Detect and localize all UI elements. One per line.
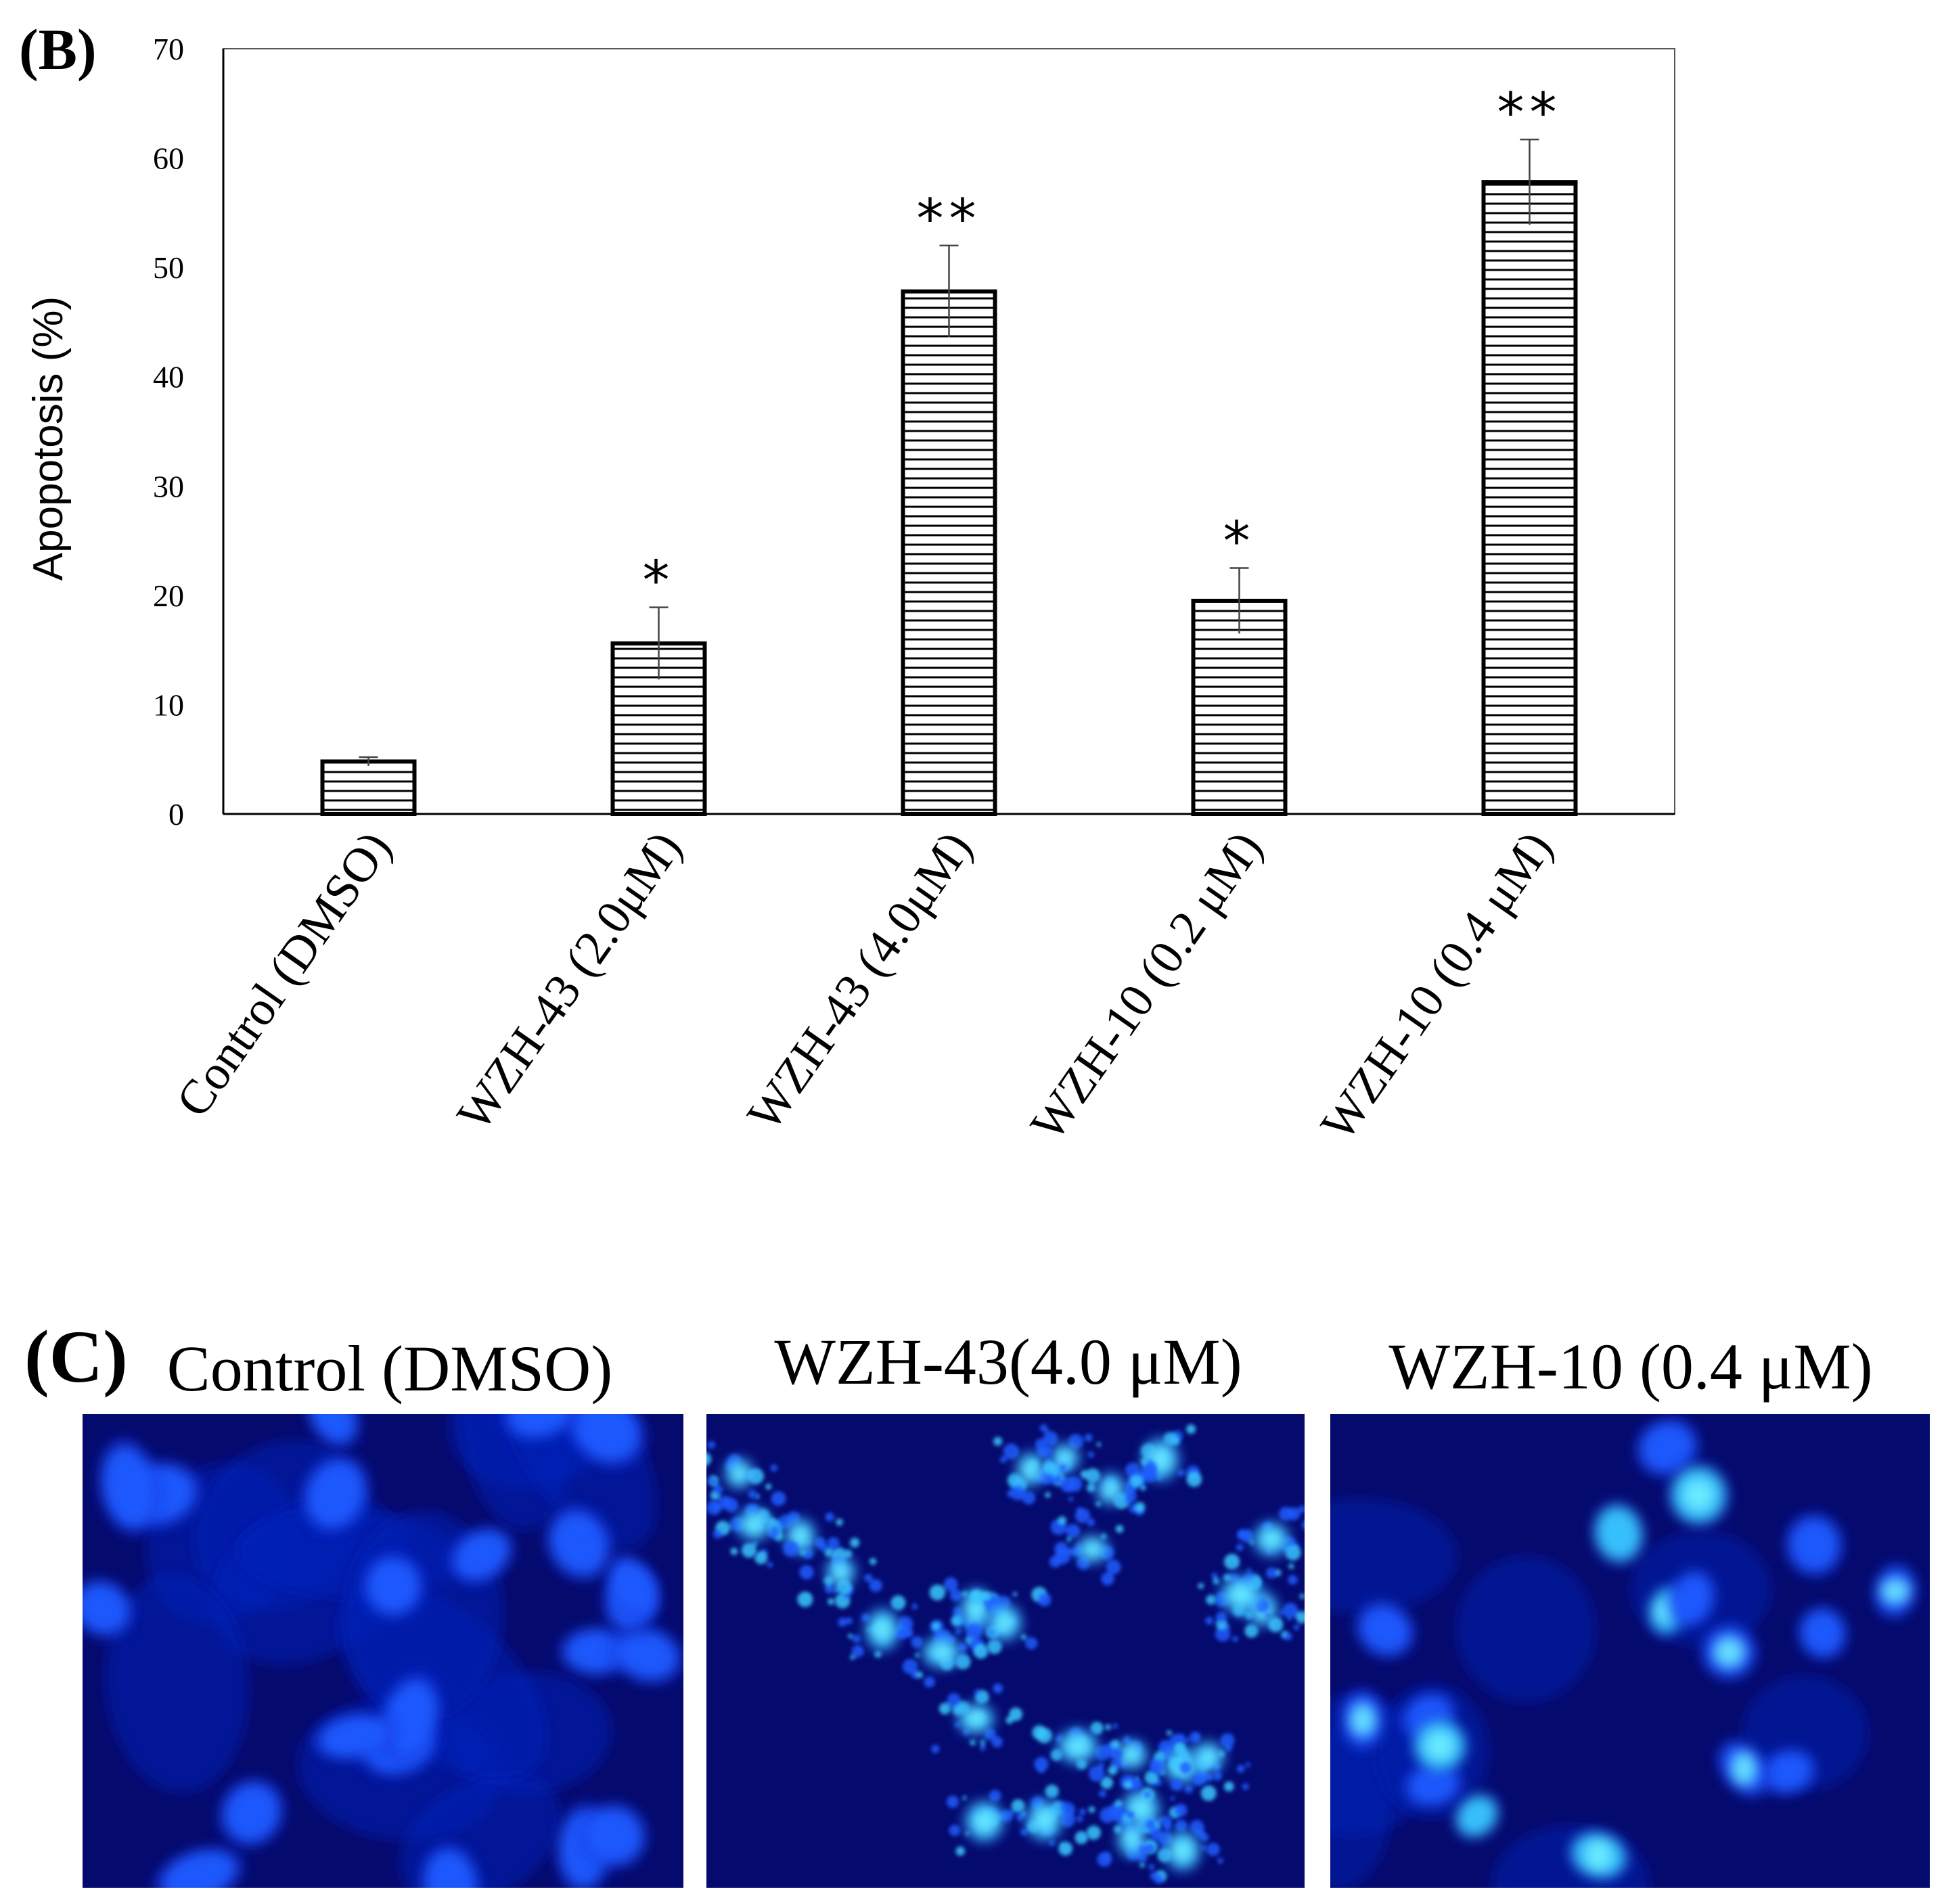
y-tick-label: 70: [153, 32, 184, 66]
y-axis-ticks: 0 10 20 30 40 50 60 70: [153, 32, 184, 832]
x-axis-labels: Control (DMSO) WZH-43 (2.0μM) WZH-43 (4.0μ…: [166, 821, 1563, 1150]
significance-marker: *: [1223, 509, 1256, 572]
x-tick-label: WZH-10 (0.2 μM): [1020, 821, 1272, 1150]
y-tick-label: 0: [168, 797, 184, 832]
micro-title-wzh10: WZH-10 (0.4 μM): [1388, 1330, 1873, 1403]
bar: [1481, 180, 1578, 817]
y-tick-label: 30: [153, 469, 184, 503]
micrograph-wzh43: [706, 1414, 1305, 1888]
significance-marker: *: [643, 549, 675, 612]
bar: [901, 289, 997, 816]
y-axis-title: Apopotosis (%): [25, 296, 72, 581]
x-tick-label: WZH-10 (0.4 μM): [1310, 821, 1562, 1150]
y-tick-label: 10: [153, 687, 184, 722]
panel-c-label: (C): [24, 1315, 128, 1398]
y-tick-label: 20: [153, 579, 184, 613]
bar: [320, 759, 417, 816]
micro-title-control: Control (DMSO): [166, 1332, 613, 1405]
x-tick-label: WZH-43 (2.0μM): [447, 821, 692, 1140]
x-tick-label: Control (DMSO): [166, 821, 402, 1127]
y-tick-label: 60: [153, 141, 184, 176]
y-tick-label: 50: [153, 250, 184, 285]
x-tick-label: WZH-43 (4.0μM): [737, 821, 982, 1140]
bar: [1191, 598, 1288, 817]
significance-marker: **: [1497, 81, 1562, 144]
micrograph-control: [83, 1414, 683, 1888]
panel-b-label: (B): [19, 17, 97, 82]
micrograph-wzh10: [1330, 1414, 1930, 1888]
y-tick-label: 40: [153, 360, 184, 394]
significance-marker: **: [917, 187, 982, 250]
bar-series: ******: [320, 81, 1578, 817]
micro-title-wzh43: WZH-43(4.0 μM): [774, 1325, 1242, 1398]
